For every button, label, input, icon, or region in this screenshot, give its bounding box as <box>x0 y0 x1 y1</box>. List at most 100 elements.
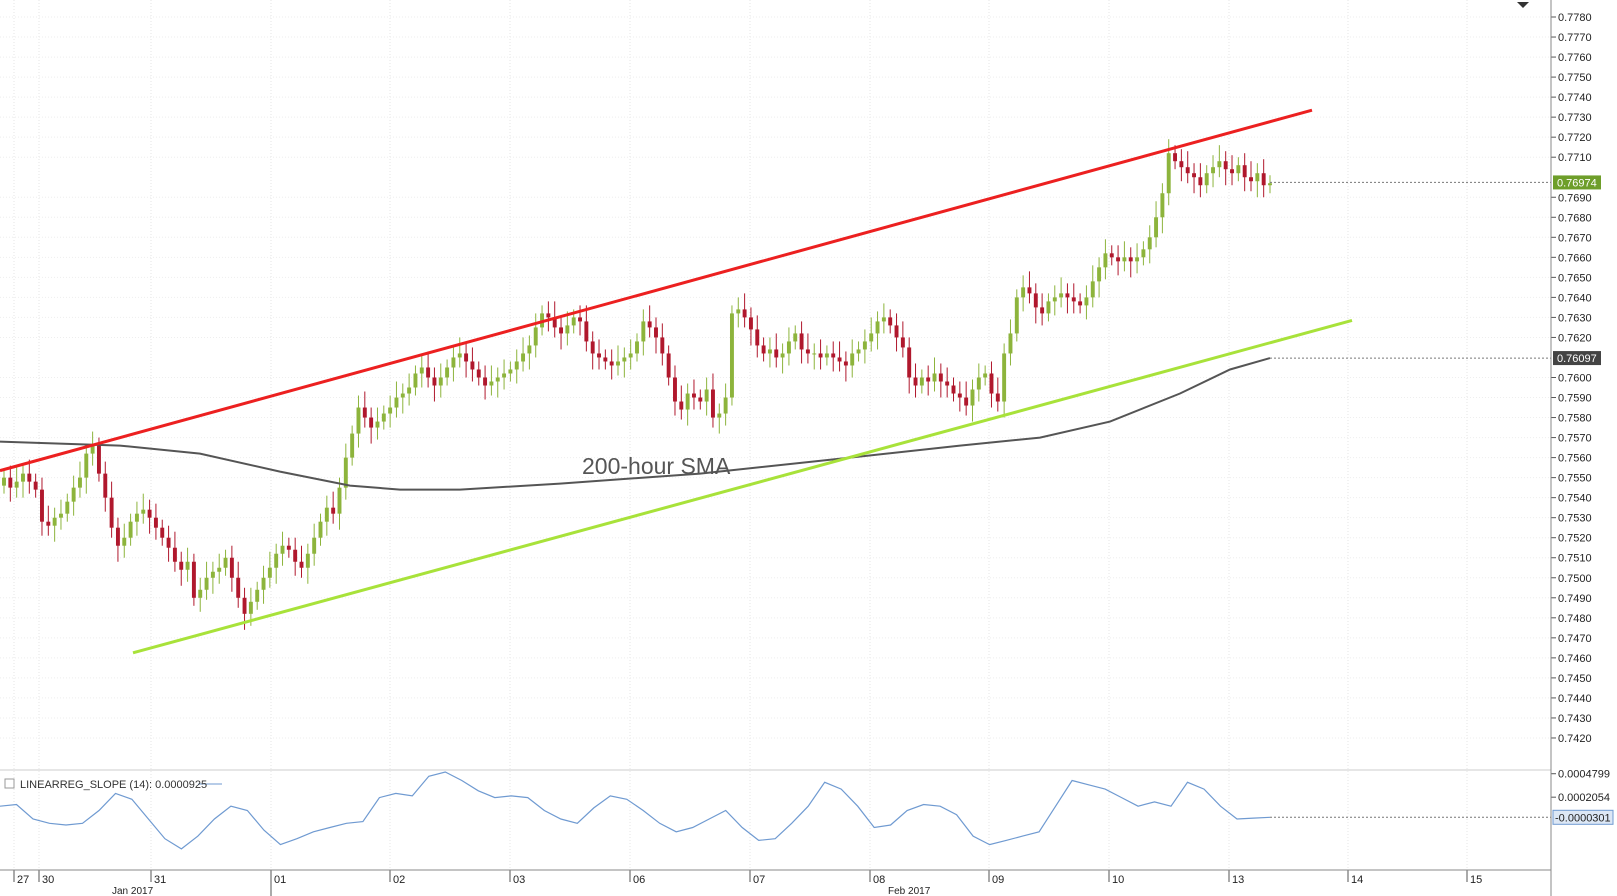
x-tick-label: 10 <box>1112 874 1124 886</box>
slope-current-label: -0.0000301 <box>1555 812 1611 824</box>
candle <box>692 393 696 398</box>
candle <box>698 397 703 402</box>
candle <box>1185 167 1190 174</box>
y-tick-label: 0.7690 <box>1558 192 1592 204</box>
y-tick-label: 0.7490 <box>1558 593 1592 605</box>
candle <box>799 333 804 350</box>
candle <box>938 373 943 382</box>
candle <box>147 509 152 518</box>
y-tick-label: 0.7770 <box>1558 32 1592 44</box>
candle <box>989 373 994 394</box>
candle <box>976 377 981 390</box>
candle <box>571 317 576 326</box>
candle <box>1268 183 1272 186</box>
candle <box>679 401 684 410</box>
candle <box>527 345 532 354</box>
candle <box>622 357 627 362</box>
candle <box>153 517 158 528</box>
candle <box>204 577 209 590</box>
candle <box>729 313 734 398</box>
candle <box>578 317 582 322</box>
y-tick-label: 0.7600 <box>1558 372 1592 384</box>
sma-label: 0.76097 <box>1557 353 1597 365</box>
resistance-trendline <box>0 108 1313 473</box>
candle <box>198 589 203 598</box>
support-trendline <box>132 318 1353 655</box>
candle <box>945 381 950 386</box>
candle <box>862 341 867 350</box>
candle <box>261 577 266 590</box>
candle <box>559 327 564 334</box>
candle <box>1084 297 1089 306</box>
candle <box>964 397 969 406</box>
candle <box>65 501 70 514</box>
candle <box>1008 333 1013 354</box>
candle <box>824 353 829 358</box>
candle <box>172 547 177 562</box>
candle <box>1249 177 1253 182</box>
candle <box>356 407 361 434</box>
y-tick-label: 0.7460 <box>1558 653 1592 665</box>
candle <box>33 481 38 490</box>
candle <box>1204 173 1209 186</box>
candle <box>1033 293 1038 308</box>
candle <box>780 353 785 358</box>
candle <box>476 369 481 378</box>
candle <box>40 489 44 522</box>
candle <box>432 377 437 386</box>
candle <box>185 561 190 570</box>
y-tick-label: 0.7550 <box>1558 473 1592 485</box>
candle <box>318 521 323 538</box>
candle <box>483 377 488 386</box>
candle <box>1192 173 1197 178</box>
candle <box>654 327 658 338</box>
x-tick-label: 27 <box>17 874 29 886</box>
candle <box>210 571 215 578</box>
y-tick-label: 0.7760 <box>1558 52 1592 64</box>
candle <box>103 473 108 498</box>
candle <box>236 577 241 598</box>
candle <box>1173 153 1178 162</box>
candle <box>641 321 646 342</box>
candle <box>609 361 614 366</box>
price-label-box <box>1553 175 1601 190</box>
candle <box>1071 297 1076 302</box>
candle <box>1027 287 1032 294</box>
candle <box>919 377 924 386</box>
candle <box>1090 281 1095 298</box>
candle <box>767 349 772 354</box>
candle <box>1236 165 1241 174</box>
candle <box>1014 297 1019 334</box>
candle <box>951 385 956 394</box>
candle <box>685 393 690 410</box>
x-tick-label: 03 <box>513 874 525 886</box>
candle <box>723 397 728 414</box>
candle <box>280 545 285 554</box>
candle <box>191 561 196 598</box>
candle <box>274 553 279 568</box>
x-tick-label: 01 <box>274 874 286 886</box>
candle <box>881 317 886 322</box>
sma-annotation: 200-hour SMA <box>582 453 731 479</box>
candle <box>590 341 595 354</box>
candle <box>565 325 570 334</box>
candle <box>71 487 76 502</box>
candle <box>464 353 469 362</box>
candle <box>736 309 741 314</box>
candle <box>438 377 443 386</box>
labels: 200-hour SMA LINEARREG_SLOPE (14): 0.000… <box>20 453 731 791</box>
candle <box>400 393 405 398</box>
candle <box>445 367 450 378</box>
indicator-title: LINEARREG_SLOPE (14): 0.0000925 <box>20 779 207 791</box>
collapse-arrow-icon[interactable] <box>1517 2 1529 8</box>
candle <box>343 457 348 488</box>
candle <box>229 557 234 578</box>
x-tick-label: 09 <box>992 874 1004 886</box>
candle <box>1109 253 1114 258</box>
candle <box>1255 173 1260 182</box>
candle <box>179 561 184 570</box>
y-tick-label: 0.7680 <box>1558 212 1592 224</box>
candle <box>1160 193 1165 218</box>
candle <box>843 361 848 366</box>
grid-lines <box>0 0 1551 870</box>
